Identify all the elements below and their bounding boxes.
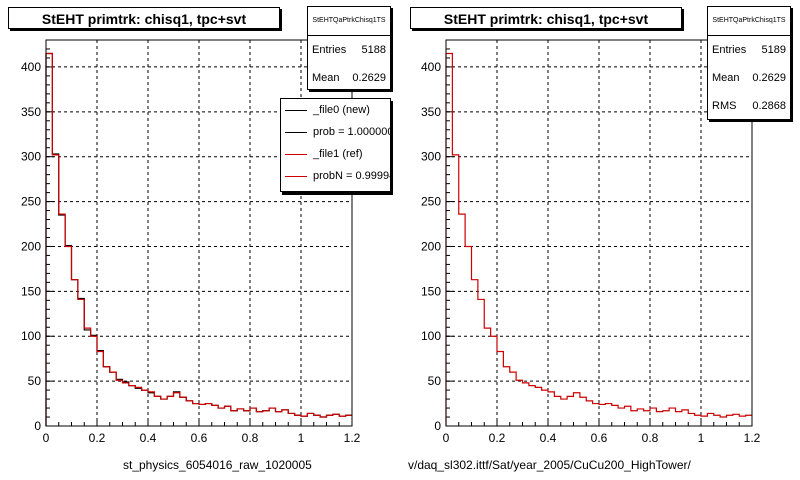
y-tick-label: 100 (21, 329, 41, 343)
legend-entry: _file1 (ref) (281, 143, 390, 165)
right-plot-title: StEHT primtrk: chisq1, tpc+svt (410, 7, 682, 29)
stats-value: 5189 (761, 44, 786, 56)
x-tick-label: 0.2 (89, 431, 106, 445)
y-tick-label: 250 (21, 195, 41, 209)
stats-name: StEHTQaPtrkChisq1TS (308, 7, 390, 36)
left-stats-box: StEHTQaPtrkChisq1TS Entries 5188 Mean 0.… (307, 6, 391, 90)
legend-label: prob = 1.000000 (313, 126, 391, 138)
y-tick-label: 350 (21, 105, 41, 119)
plot-frame (45, 39, 353, 427)
stats-row-entries: Entries 5189 (708, 36, 790, 64)
y-tick-label: 350 (421, 105, 441, 119)
x-tick-label: 0.8 (242, 431, 259, 445)
y-tick-label: 400 (421, 60, 441, 74)
y-tick-label: 0 (34, 419, 41, 433)
legend-entry: probN = 0.999940 (281, 165, 390, 187)
y-tick-label: 200 (421, 239, 441, 253)
stats-row-mean: Mean 0.2629 (308, 64, 390, 92)
legend-line (285, 175, 307, 177)
stats-row-entries: Entries 5188 (308, 36, 390, 64)
x-tick-label: 0.8 (642, 431, 659, 445)
stats-label: Entries (712, 44, 747, 56)
left-x-axis-label: st_physics_6054016_raw_1020005 (123, 458, 312, 472)
y-tick-label: 50 (428, 374, 442, 388)
y-tick-label: 150 (21, 284, 41, 298)
histogram-series-1 (45, 52, 352, 426)
stats-value: 0.2629 (352, 72, 386, 84)
stats-name: StEHTQaPtrkChisq1TS (708, 7, 790, 36)
y-tick-label: 50 (28, 374, 42, 388)
stats-label: RMS (712, 100, 737, 112)
legend-label: probN = 0.999940 (313, 170, 390, 182)
right-histogram-panel: 0 0.2 0.4 0.6 0.8 1 1.2 0 50 100 150 200 250 300 350 40… (421, 39, 761, 445)
y-tick-label: 300 (421, 150, 441, 164)
stats-label: Entries (312, 44, 347, 56)
histogram-series-0 (445, 52, 752, 426)
x-tick-label: 0.2 (489, 431, 506, 445)
x-tick-label: 0.4 (140, 431, 157, 445)
legend-line (285, 153, 307, 155)
legend-line (285, 109, 307, 111)
y-tick-label: 150 (421, 284, 441, 298)
y-tick-label: 200 (21, 239, 41, 253)
x-tick-label: 1 (298, 431, 305, 445)
stats-row-mean: Mean 0.2629 (708, 64, 790, 92)
left-plot-title: StEHT primtrk: chisq1, tpc+svt (8, 7, 280, 29)
x-tick-label: 1 (698, 431, 705, 445)
left-legend: _file0 (new) prob = 1.000000 _file1 (ref… (280, 98, 391, 192)
right-x-axis-label: v/daq_sl302.ittf/Sat/year_2005/CuCu200_H… (408, 458, 691, 472)
legend-entry: _file0 (new) (281, 99, 390, 121)
stats-value: 0.2868 (752, 100, 786, 112)
legend-label: _file1 (ref) (313, 148, 363, 160)
stats-value: 0.2629 (752, 72, 786, 84)
y-tick-label: 0 (434, 419, 441, 433)
stats-value: 5188 (361, 44, 386, 56)
x-tick-label: 1.2 (344, 431, 361, 445)
stats-row-rms: RMS 0.2868 (708, 92, 790, 120)
x-tick-label: 0.6 (191, 431, 208, 445)
legend-label: _file0 (new) (313, 104, 370, 116)
x-tick-label: 0.4 (540, 431, 557, 445)
stats-label: Mean (712, 72, 740, 84)
y-tick-label: 100 (421, 329, 441, 343)
x-tick-label: 1.2 (744, 431, 761, 445)
y-tick-label: 250 (421, 195, 441, 209)
x-tick-label: 0 (43, 431, 50, 445)
x-tick-label: 0.6 (591, 431, 608, 445)
plot-frame (445, 39, 753, 427)
y-tick-label: 400 (21, 60, 41, 74)
legend-entry: prob = 1.000000 (281, 121, 390, 143)
stats-label: Mean (312, 72, 340, 84)
x-tick-label: 0 (443, 431, 450, 445)
y-tick-label: 300 (21, 150, 41, 164)
right-stats-box: StEHTQaPtrkChisq1TS Entries 5189 Mean 0.… (707, 6, 791, 120)
legend-line (285, 131, 307, 133)
